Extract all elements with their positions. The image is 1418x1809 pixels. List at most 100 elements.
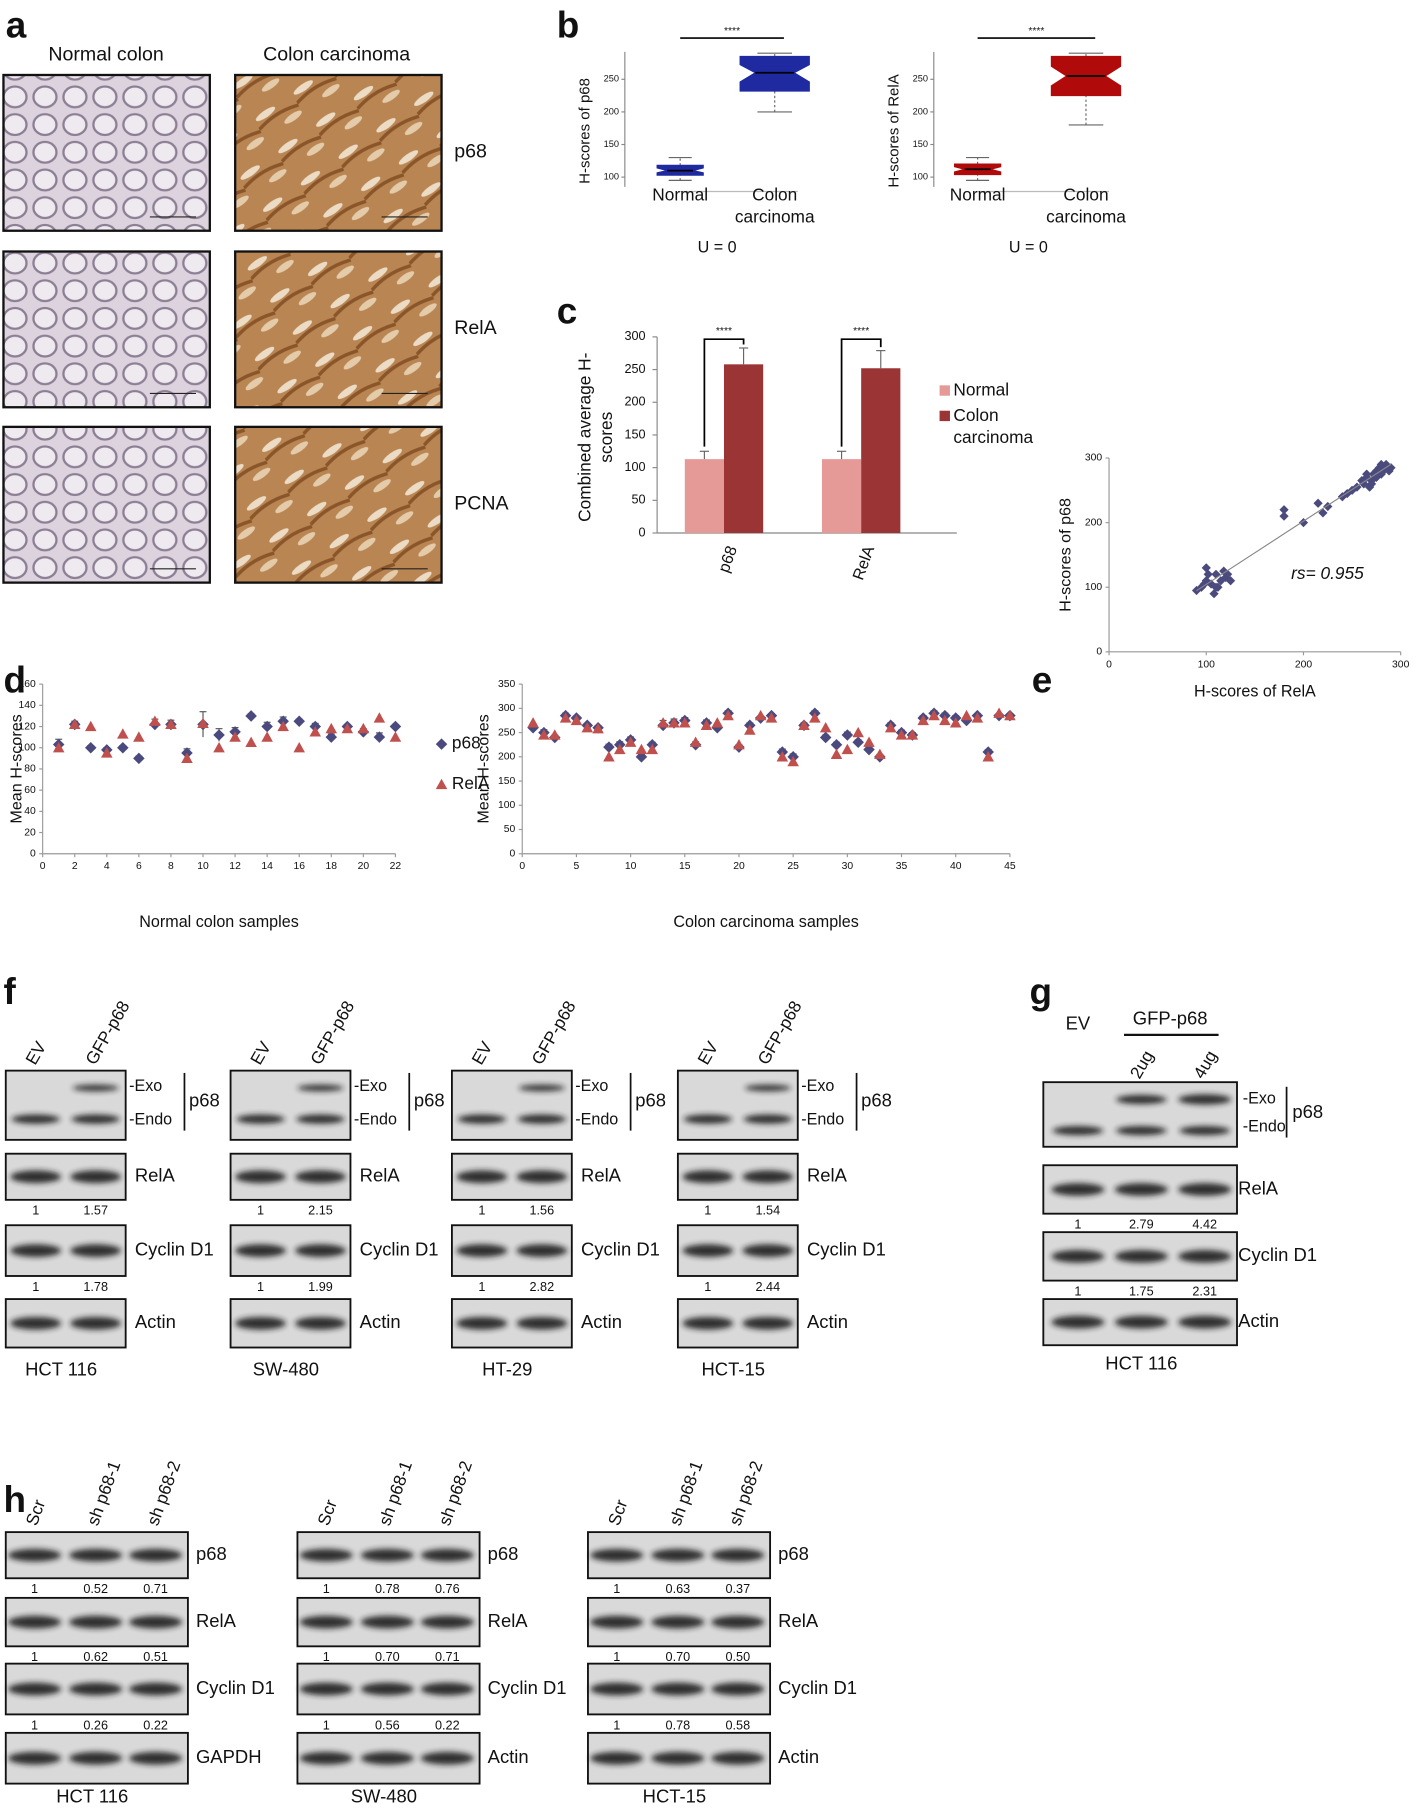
x-tick-label: 35 [896,861,908,872]
blot-label: Cyclin D1 [360,1238,439,1259]
blot-label: RelA [360,1165,401,1186]
blot [229,1069,352,1141]
point [389,720,402,733]
band [590,1751,644,1765]
y-tick-label: 200 [624,395,645,409]
x-tick-label: p68 [715,543,741,574]
band [70,1316,122,1330]
blot [4,1069,127,1141]
band [10,1170,62,1184]
blot-label: p68 [488,1543,519,1564]
panel-label: e [1032,660,1053,701]
y-tick-label: 100 [18,742,36,753]
point [830,748,843,760]
x-tick-label: 14 [261,861,273,872]
blot-label: Actin [581,1311,622,1332]
panel-label: f [3,971,16,1012]
y-tick-label: 150 [624,427,645,441]
point [700,719,713,730]
blot-label: Cyclin D1 [135,1238,214,1259]
quantification: 1 [31,1718,38,1732]
quantification: 1.75 [1129,1284,1154,1298]
quantification: 1.57 [83,1204,108,1218]
point [765,712,778,723]
blot-label: p68 [189,1090,220,1111]
band [682,1170,734,1184]
point [960,709,973,721]
y-tick-label: 100 [498,800,516,811]
quantification: 1.54 [755,1204,780,1218]
x-tick-label: 10 [197,861,209,872]
blot-label: RelA [196,1610,237,1631]
blot-label: Actin [778,1746,819,1767]
band [516,1244,568,1257]
point [949,717,962,728]
band [711,1548,765,1562]
x-tick-label: Normal [652,185,709,206]
blot-label: p68 [635,1090,666,1111]
quantification: 0.71 [435,1650,460,1664]
blot-label: RelA [135,1165,176,1186]
x-tick-label: 12 [229,861,241,872]
band [420,1548,474,1562]
x-tick-label: 16 [293,861,305,872]
legend-swatch [939,385,950,396]
x-tick-label: 0 [40,861,46,872]
y-tick-label: 250 [604,74,619,84]
blot-label: Cyclin D1 [488,1677,567,1698]
band [360,1751,414,1765]
point [863,736,875,747]
point [117,741,129,754]
quantification: 0.70 [375,1650,400,1664]
band [742,1170,794,1184]
quantification: 0.78 [375,1582,400,1596]
significance: **** [724,26,740,37]
point [928,709,940,721]
band [711,1751,765,1765]
x-tick-label: 22 [390,861,402,872]
quantification: 1.78 [83,1280,108,1294]
band [11,1114,60,1124]
x-axis-label: H-scores of RelA [1194,682,1316,700]
band [296,1114,345,1124]
point [261,731,273,742]
x-tick-label-box: Normal [950,186,1006,206]
band [1178,1094,1232,1105]
band [516,1316,568,1330]
band [70,1244,122,1257]
x-tick-label: 4 [104,861,110,872]
micrograph [234,425,443,584]
band [420,1682,474,1696]
bar [861,368,901,534]
y-axis-label-box: Combined average H-scores [575,353,617,522]
band-label: -Endo [354,1111,397,1129]
bar [684,459,724,534]
band [72,1084,119,1092]
quantification: 1 [323,1650,330,1664]
significance-bracket [840,338,882,447]
point [1318,508,1328,518]
lane-label: GFP-p68 [527,997,579,1068]
band [651,1615,705,1629]
point [117,728,129,739]
lane-label: EV [467,1038,496,1068]
x-tick-label: RelA [849,543,878,582]
micrograph [2,73,211,232]
band [235,1170,286,1184]
quantification: 0.78 [666,1718,691,1732]
blot-label: RelA [807,1165,848,1186]
y-tick-label: 250 [913,74,928,84]
band [651,1682,705,1696]
point [581,721,594,733]
point [165,718,177,730]
quantification: 2.31 [1192,1284,1217,1298]
band [683,1114,733,1124]
row-label: PCNA [454,492,509,514]
box [739,55,810,92]
band [69,1682,123,1696]
statistic: U = 0 [698,238,737,256]
x-axis-label: Normal colon samples [139,913,298,931]
legend-label-box: Normal [953,381,1009,401]
point [341,722,354,734]
